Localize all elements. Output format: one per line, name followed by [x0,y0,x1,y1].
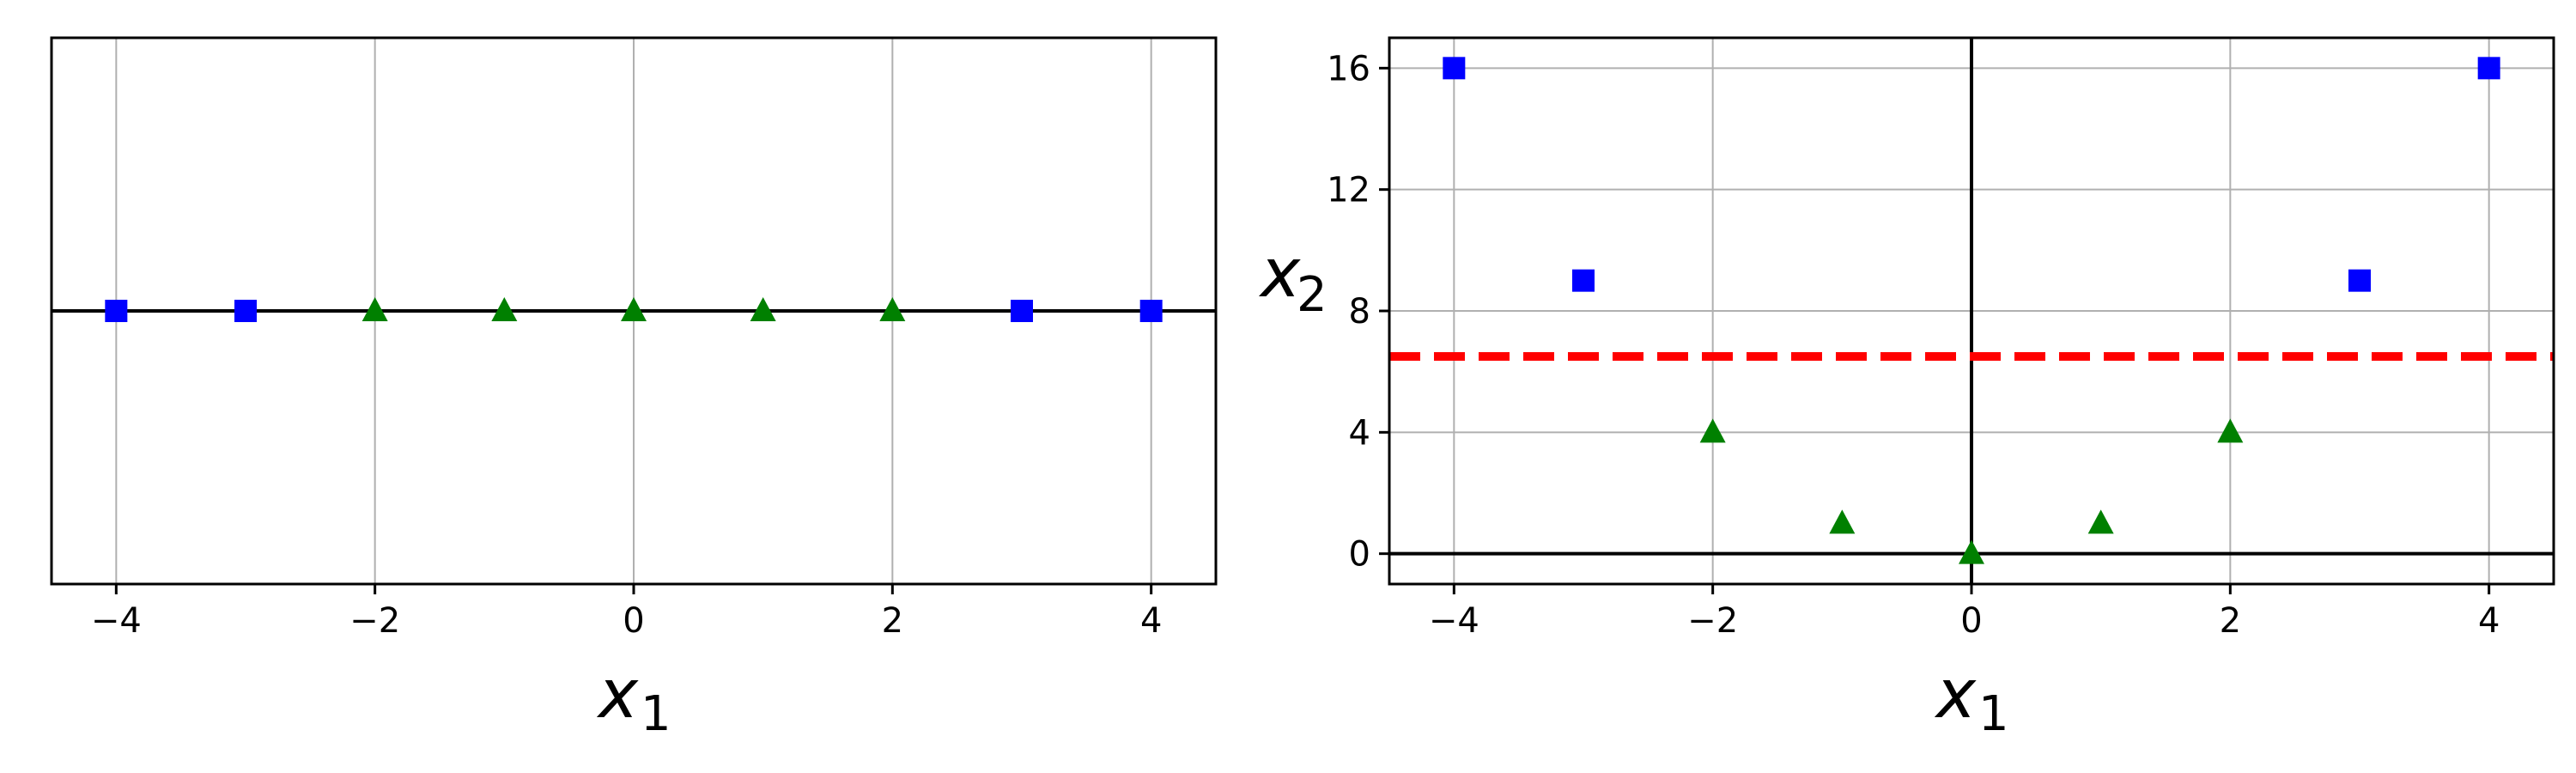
y-axis-label-subscript: 2 [1297,267,1327,323]
y-axis-label: x [1258,235,1301,313]
y-tick-label: 12 [1327,171,1370,210]
triangle-marker [491,297,518,321]
triangle-marker [750,297,776,321]
x-tick-label: 2 [882,601,903,641]
x-tick-label: 4 [1140,601,1162,641]
square-marker [1443,57,1466,80]
y-tick-label: 4 [1349,413,1370,453]
triangle-marker [2217,418,2244,443]
square-marker [1139,300,1163,322]
triangle-marker [2087,509,2114,534]
triangle-marker [621,297,647,321]
x-axis-label-subscript: 1 [641,686,671,742]
x-tick-label: −4 [91,601,142,641]
triangle-marker [1699,418,1726,443]
x-tick-label: −4 [1429,601,1479,641]
square-marker [1572,269,1595,292]
square-marker [2477,57,2500,80]
y-tick-label: 16 [1327,49,1370,88]
triangle-marker [361,297,388,321]
left-plot: −4 −2 0 2 4 x 1 [50,36,1218,742]
x-tick-label: −2 [349,601,400,641]
x-tick-label: 2 [2220,601,2241,641]
x-axis-label-subscript: 1 [1978,686,2009,742]
x-tick-label: 0 [1960,601,1982,641]
triangle-marker [1829,509,1856,534]
triangle-marker [1959,539,1984,564]
y-tick-label: 0 [1349,535,1370,575]
square-marker [105,300,128,322]
y-tick-label: 8 [1349,292,1370,332]
triangle-marker [879,297,906,321]
x-tick-label: 4 [2478,601,2500,641]
square-marker [2348,269,2371,292]
square-marker [234,300,257,322]
x-tick-label: −2 [1687,601,1738,641]
x-axis-label: x [596,656,639,733]
square-marker [1011,300,1033,322]
x-axis-label: x [1934,656,1977,733]
x-tick-label: 0 [623,601,644,641]
